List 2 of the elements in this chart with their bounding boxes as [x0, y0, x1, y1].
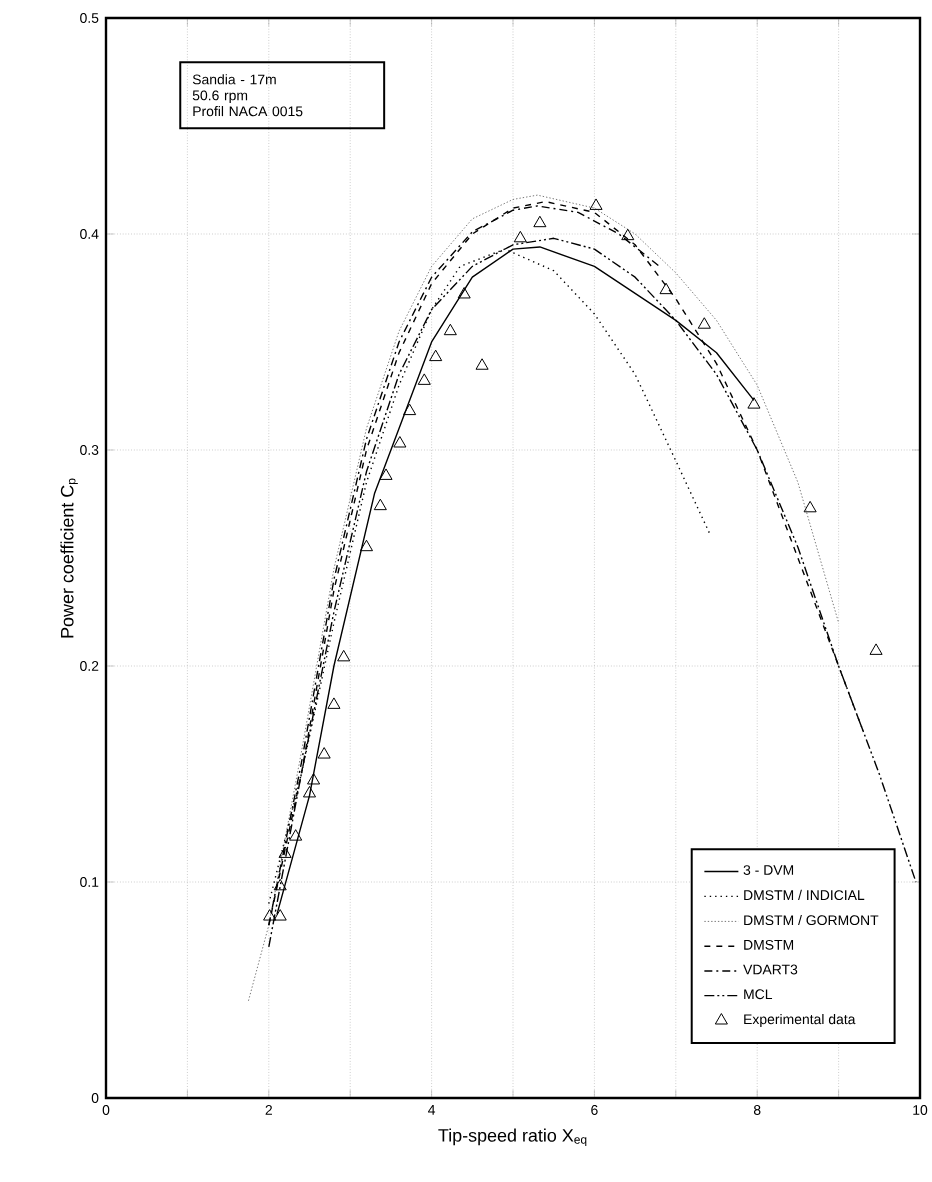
- y-axis-title: Power coefficient C$_{p}$: [60, 478, 78, 638]
- x-axis-title: Tip-speed ratio X$_{eq}$: [438, 1128, 587, 1147]
